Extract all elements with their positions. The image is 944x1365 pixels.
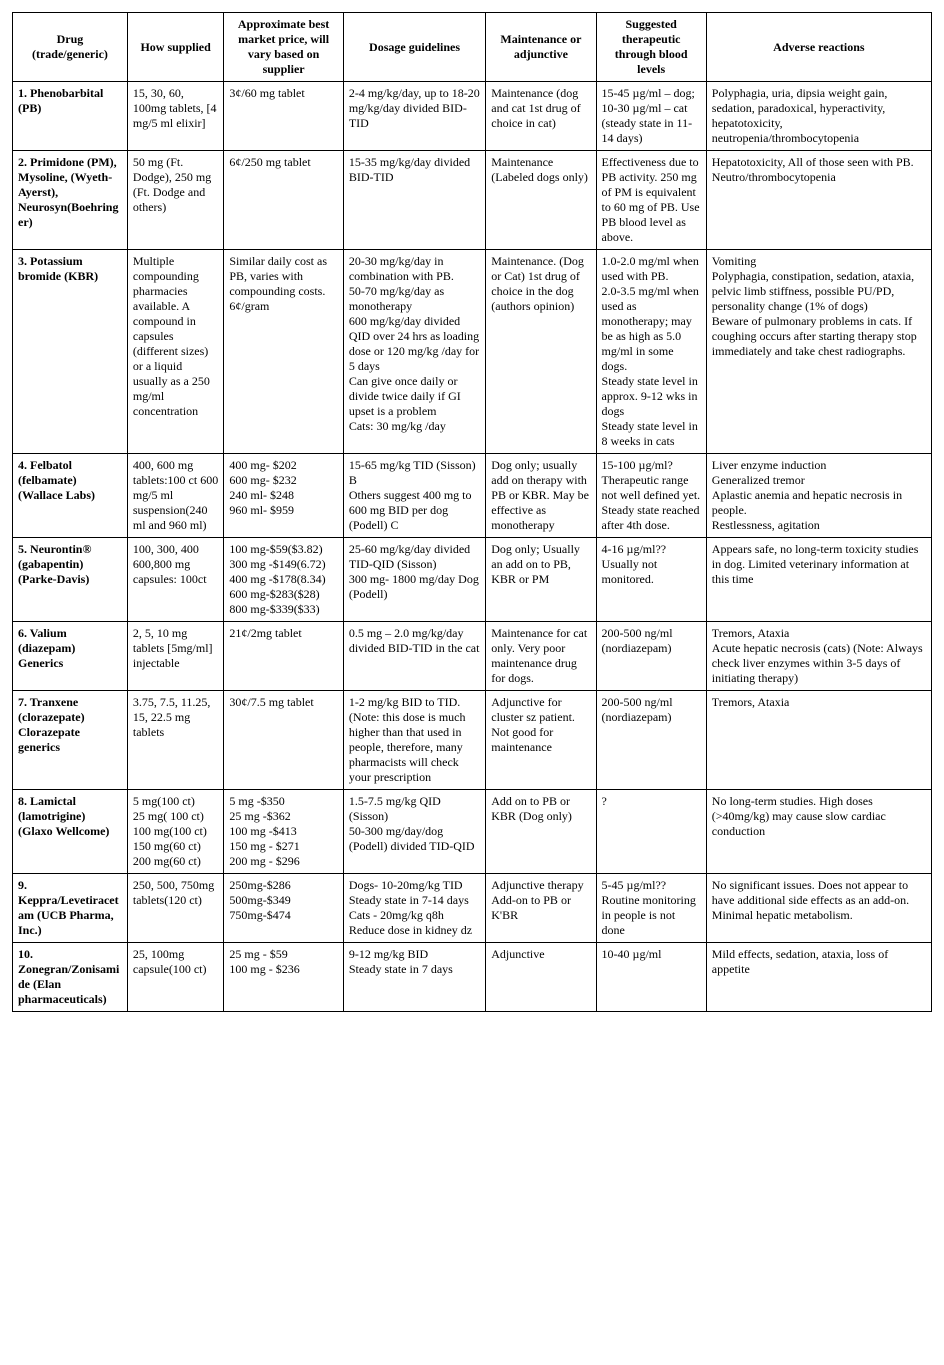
cell-adverse: Liver enzyme inductionGeneralized tremor… bbox=[706, 454, 931, 538]
drug-table: Drug (trade/generic) How supplied Approx… bbox=[12, 12, 932, 1012]
col-dosage: Dosage guidelines bbox=[343, 13, 485, 82]
col-maintenance: Maintenance or adjunctive bbox=[486, 13, 596, 82]
cell-maintenance: Maintenance (Labeled dogs only) bbox=[486, 151, 596, 250]
table-row: 9. Keppra/Levetiracetam (UCB Pharma, Inc… bbox=[13, 874, 932, 943]
cell-drug: 7. Tranxene (clorazepate) Clorazepate ge… bbox=[13, 691, 128, 790]
table-body: 1. Phenobarbital (PB)15, 30, 60, 100mg t… bbox=[13, 82, 932, 1012]
cell-blood: 4-16 µg/ml?? Usually not monitored. bbox=[596, 538, 706, 622]
cell-dosage: 0.5 mg – 2.0 mg/kg/day divided BID-TID i… bbox=[343, 622, 485, 691]
cell-price: 400 mg- $202600 mg- $232240 ml- $248960 … bbox=[224, 454, 343, 538]
cell-maintenance: Dog only; Usually an add on to PB, KBR o… bbox=[486, 538, 596, 622]
cell-adverse: No long-term studies. High doses (>40mg/… bbox=[706, 790, 931, 874]
table-row: 6. Valium (diazepam) Generics2, 5, 10 mg… bbox=[13, 622, 932, 691]
cell-supplied: 400, 600 mg tablets:100 ct 600 mg/5 ml s… bbox=[127, 454, 223, 538]
cell-dosage: 1.5-7.5 mg/kg QID (Sisson)50-300 mg/day/… bbox=[343, 790, 485, 874]
cell-adverse: Tremors, AtaxiaAcute hepatic necrosis (c… bbox=[706, 622, 931, 691]
table-row: 1. Phenobarbital (PB)15, 30, 60, 100mg t… bbox=[13, 82, 932, 151]
cell-adverse: Mild effects, sedation, ataxia, loss of … bbox=[706, 943, 931, 1012]
cell-price: 6¢/250 mg tablet bbox=[224, 151, 343, 250]
cell-adverse: Hepatotoxicity, All of those seen with P… bbox=[706, 151, 931, 250]
cell-drug: 1. Phenobarbital (PB) bbox=[13, 82, 128, 151]
table-row: 4. Felbatol (felbamate) (Wallace Labs)40… bbox=[13, 454, 932, 538]
cell-dosage: 1-2 mg/kg BID to TID. (Note: this dose i… bbox=[343, 691, 485, 790]
cell-price: 5 mg -$35025 mg -$362100 mg -$413150 mg … bbox=[224, 790, 343, 874]
col-price: Approximate best market price, will vary… bbox=[224, 13, 343, 82]
cell-dosage: 2-4 mg/kg/day, up to 18-20 mg/kg/day div… bbox=[343, 82, 485, 151]
col-supplied: How supplied bbox=[127, 13, 223, 82]
cell-supplied: 25, 100mg capsule(100 ct) bbox=[127, 943, 223, 1012]
cell-price: 21¢/2mg tablet bbox=[224, 622, 343, 691]
table-row: 2. Primidone (PM), Mysoline, (Wyeth-Ayer… bbox=[13, 151, 932, 250]
cell-price: 25 mg - $59100 mg - $236 bbox=[224, 943, 343, 1012]
cell-dosage: 25-60 mg/kg/day divided TID-QID (Sisson)… bbox=[343, 538, 485, 622]
cell-maintenance: Maintenance (dog and cat 1st drug of cho… bbox=[486, 82, 596, 151]
cell-maintenance: Adjunctive for cluster sz patient. Not g… bbox=[486, 691, 596, 790]
cell-price: 100 mg-$59($3.82)300 mg -$149(6.72)400 m… bbox=[224, 538, 343, 622]
col-adverse: Adverse reactions bbox=[706, 13, 931, 82]
cell-blood: 15-45 µg/ml – dog; 10-30 µg/ml – cat (st… bbox=[596, 82, 706, 151]
cell-drug: 4. Felbatol (felbamate) (Wallace Labs) bbox=[13, 454, 128, 538]
cell-dosage: Dogs- 10-20mg/kg TIDSteady state in 7-14… bbox=[343, 874, 485, 943]
col-blood: Suggested therapeutic through blood leve… bbox=[596, 13, 706, 82]
cell-price: Similar daily cost as PB, varies with co… bbox=[224, 250, 343, 454]
cell-maintenance: Maintenance for cat only. Very poor main… bbox=[486, 622, 596, 691]
table-row: 10. Zonegran/Zonisamide (Elan pharmaceut… bbox=[13, 943, 932, 1012]
cell-adverse: Appears safe, no long-term toxicity stud… bbox=[706, 538, 931, 622]
cell-adverse: Tremors, Ataxia bbox=[706, 691, 931, 790]
cell-drug: 9. Keppra/Levetiracetam (UCB Pharma, Inc… bbox=[13, 874, 128, 943]
cell-blood: 200-500 ng/ml (nordiazepam) bbox=[596, 622, 706, 691]
cell-maintenance: Dog only; usually add on therapy with PB… bbox=[486, 454, 596, 538]
cell-adverse: No significant issues. Does not appear t… bbox=[706, 874, 931, 943]
cell-dosage: 9-12 mg/kg BIDSteady state in 7 days bbox=[343, 943, 485, 1012]
cell-drug: 10. Zonegran/Zonisamide (Elan pharmaceut… bbox=[13, 943, 128, 1012]
cell-maintenance: Maintenance. (Dog or Cat) 1st drug of ch… bbox=[486, 250, 596, 454]
cell-supplied: 3.75, 7.5, 11.25, 15, 22.5 mg tablets bbox=[127, 691, 223, 790]
cell-maintenance: Add on to PB or KBR (Dog only) bbox=[486, 790, 596, 874]
cell-dosage: 15-35 mg/kg/day divided BID-TID bbox=[343, 151, 485, 250]
cell-blood: ? bbox=[596, 790, 706, 874]
cell-blood: 15-100 µg/ml? Therapeutic range not well… bbox=[596, 454, 706, 538]
cell-drug: 8. Lamictal (lamotrigine) (Glaxo Wellcom… bbox=[13, 790, 128, 874]
cell-drug: 2. Primidone (PM), Mysoline, (Wyeth-Ayer… bbox=[13, 151, 128, 250]
table-row: 7. Tranxene (clorazepate) Clorazepate ge… bbox=[13, 691, 932, 790]
cell-blood: 200-500 ng/ml (nordiazepam) bbox=[596, 691, 706, 790]
table-row: 3. Potassium bromide (KBR)Multiple compo… bbox=[13, 250, 932, 454]
cell-blood: 1.0-2.0 mg/ml when used with PB.2.0-3.5 … bbox=[596, 250, 706, 454]
cell-dosage: 15-65 mg/kg TID (Sisson) B Others sugges… bbox=[343, 454, 485, 538]
cell-drug: 5. Neurontin® (gabapentin) (Parke-Davis) bbox=[13, 538, 128, 622]
col-drug: Drug (trade/generic) bbox=[13, 13, 128, 82]
cell-drug: 3. Potassium bromide (KBR) bbox=[13, 250, 128, 454]
cell-adverse: Polyphagia, uria, dipsia weight gain, se… bbox=[706, 82, 931, 151]
cell-supplied: 50 mg (Ft. Dodge), 250 mg (Ft. Dodge and… bbox=[127, 151, 223, 250]
cell-supplied: 250, 500, 750mg tablets(120 ct) bbox=[127, 874, 223, 943]
cell-price: 3¢/60 mg tablet bbox=[224, 82, 343, 151]
cell-drug: 6. Valium (diazepam) Generics bbox=[13, 622, 128, 691]
cell-price: 250mg-$286500mg-$349750mg-$474 bbox=[224, 874, 343, 943]
cell-blood: 5-45 µg/ml?? Routine monitoring in peopl… bbox=[596, 874, 706, 943]
cell-blood: Effectiveness due to PB activity. 250 mg… bbox=[596, 151, 706, 250]
cell-supplied: 2, 5, 10 mg tablets [5mg/ml] injectable bbox=[127, 622, 223, 691]
cell-supplied: Multiple compounding pharmacies availabl… bbox=[127, 250, 223, 454]
cell-maintenance: Adjunctive therapyAdd-on to PB or K'BR bbox=[486, 874, 596, 943]
cell-price: 30¢/7.5 mg tablet bbox=[224, 691, 343, 790]
cell-blood: 10-40 µg/ml bbox=[596, 943, 706, 1012]
cell-adverse: VomitingPolyphagia, constipation, sedati… bbox=[706, 250, 931, 454]
cell-maintenance: Adjunctive bbox=[486, 943, 596, 1012]
table-row: 8. Lamictal (lamotrigine) (Glaxo Wellcom… bbox=[13, 790, 932, 874]
cell-supplied: 5 mg(100 ct)25 mg( 100 ct)100 mg(100 ct)… bbox=[127, 790, 223, 874]
cell-dosage: 20-30 mg/kg/day in combination with PB.5… bbox=[343, 250, 485, 454]
table-row: 5. Neurontin® (gabapentin) (Parke-Davis)… bbox=[13, 538, 932, 622]
table-header: Drug (trade/generic) How supplied Approx… bbox=[13, 13, 932, 82]
cell-supplied: 100, 300, 400 600,800 mg capsules: 100ct bbox=[127, 538, 223, 622]
cell-supplied: 15, 30, 60, 100mg tablets, [4 mg/5 ml el… bbox=[127, 82, 223, 151]
